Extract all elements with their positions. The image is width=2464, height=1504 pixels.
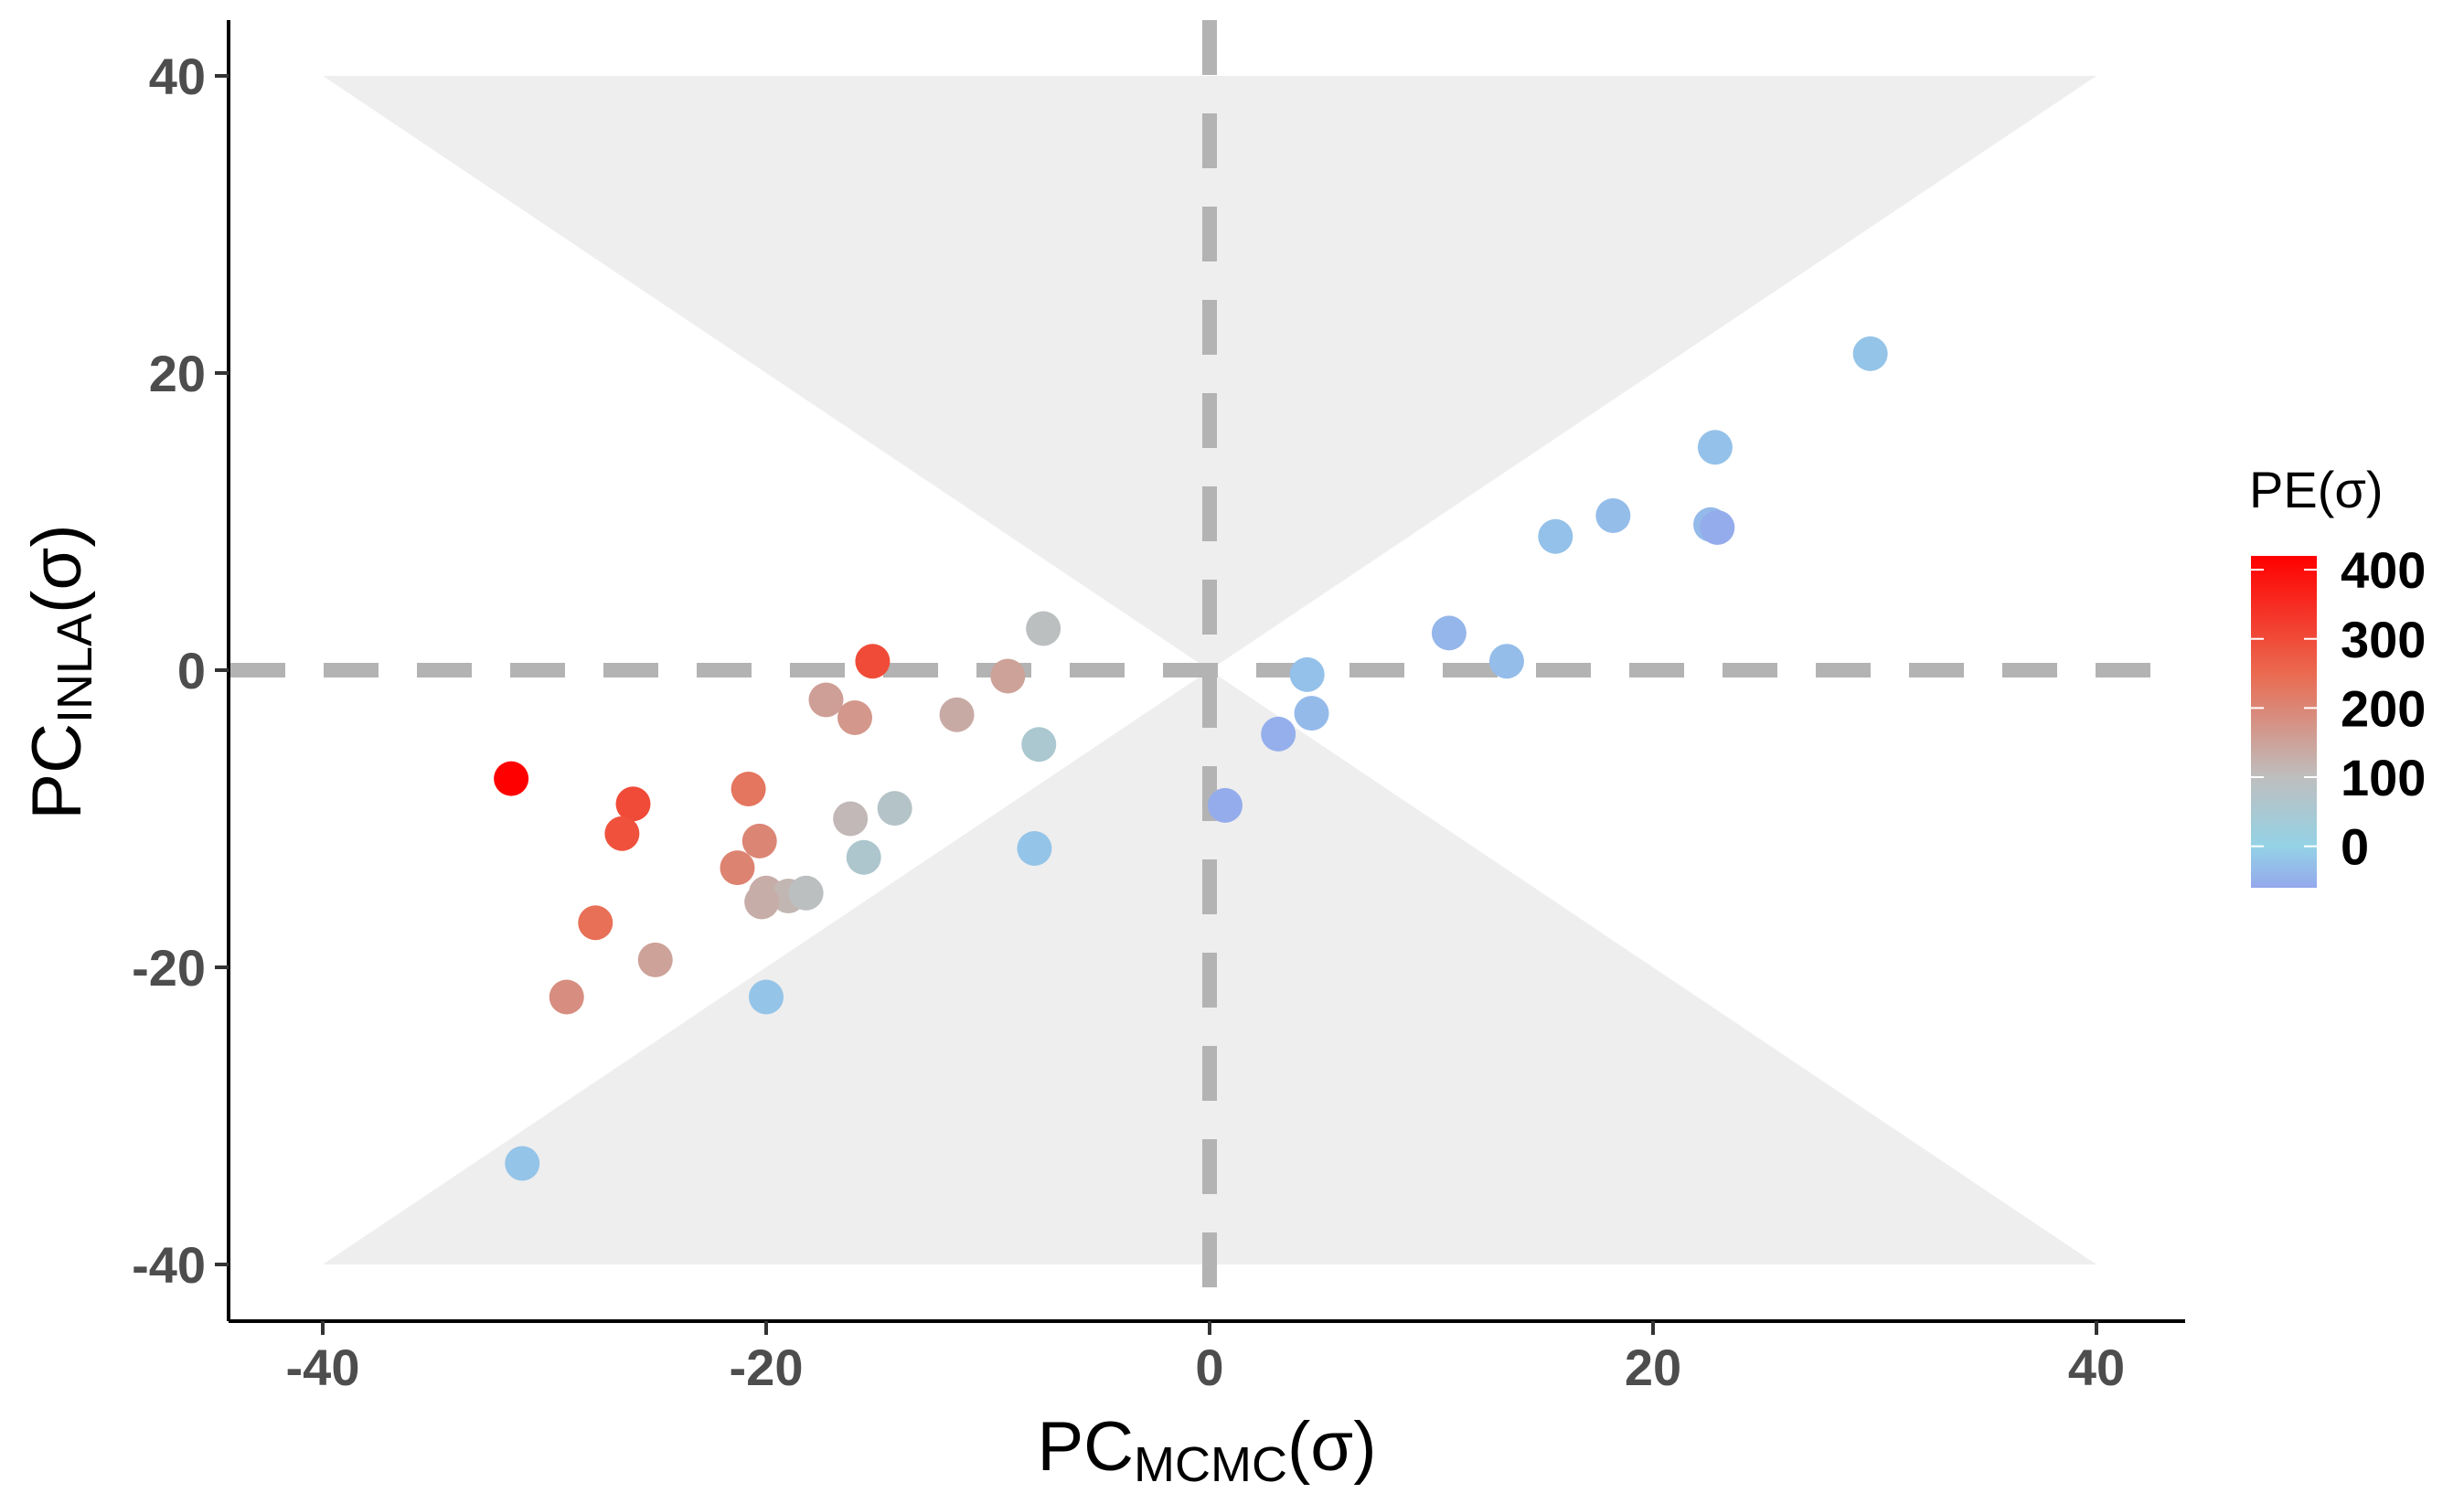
data-point	[833, 801, 869, 837]
data-point	[1700, 510, 1735, 545]
legend-tick-label: 0	[2341, 818, 2369, 876]
legend-tick-label: 400	[2341, 541, 2426, 599]
y-tick-label: 40	[149, 48, 206, 105]
data-point	[741, 823, 777, 859]
data-point	[1852, 336, 1888, 371]
y-axis-title: PCINLA(σ)	[18, 524, 102, 819]
data-point	[749, 979, 784, 1015]
data-point	[731, 772, 766, 806]
data-point	[505, 1146, 540, 1181]
data-point	[1017, 831, 1052, 866]
data-point	[837, 700, 872, 735]
data-point	[1289, 656, 1325, 692]
data-point	[615, 786, 651, 822]
data-point	[1026, 611, 1061, 646]
legend-tick-label: 300	[2341, 611, 2426, 668]
data-point	[808, 682, 844, 718]
x-tick-label: -40	[286, 1339, 360, 1396]
shaded-region-upper-cone	[323, 76, 2096, 670]
data-point	[1431, 615, 1467, 651]
data-point	[720, 850, 755, 886]
x-axis-title-main: PC	[1037, 1408, 1134, 1486]
y-tick-label: -20	[132, 939, 206, 997]
data-point	[990, 658, 1026, 694]
legend-color-bar	[2251, 556, 2317, 888]
y-tick-label: -40	[132, 1236, 206, 1294]
data-point	[637, 942, 673, 977]
data-point	[604, 816, 640, 851]
color-legend: PE(σ) 0 100 200 300 400	[2249, 461, 2426, 888]
data-point	[855, 644, 891, 679]
x-tick-label: 40	[2068, 1339, 2125, 1396]
data-point	[549, 979, 584, 1015]
data-point	[1488, 644, 1524, 679]
data-point	[846, 839, 881, 875]
data-point	[788, 875, 824, 911]
data-point	[1207, 787, 1243, 823]
data-point	[1261, 716, 1296, 752]
x-axis-title-suffix: (σ)	[1287, 1408, 1377, 1486]
data-point	[939, 697, 975, 732]
legend-tick-label: 100	[2341, 749, 2426, 806]
data-point	[744, 884, 780, 920]
y-tick-label: 0	[177, 642, 206, 699]
y-axis-title-suffix: (σ)	[18, 524, 96, 613]
x-tick-label: 0	[1195, 1339, 1223, 1396]
data-point	[1021, 727, 1057, 763]
x-tick-label: 20	[1625, 1339, 1681, 1396]
x-axis-title-subscript: MCMC	[1134, 1437, 1287, 1492]
x-axis-title: PCMCMC(σ)	[1037, 1408, 1376, 1492]
reference-lines	[230, 20, 2185, 1319]
data-point	[1538, 518, 1573, 554]
data-point	[877, 791, 912, 827]
y-tick-label: 20	[149, 345, 206, 402]
data-point	[1294, 696, 1329, 731]
data-point	[1595, 498, 1631, 533]
data-points	[494, 336, 1888, 1181]
data-point	[494, 761, 529, 796]
legend-ticks: 0 100 200 300 400	[2251, 541, 2426, 876]
x-tick-label: -20	[730, 1339, 804, 1396]
y-axis-title-main: PC	[18, 723, 96, 820]
data-point	[1697, 430, 1733, 465]
y-axis-title-subscript: INLA	[48, 613, 102, 723]
data-point	[578, 905, 613, 941]
y-axis-ticks: -40 -20 0 20 40	[132, 48, 229, 1294]
x-axis-ticks: -40 -20 0 20 40	[286, 1321, 2125, 1396]
legend-tick-label: 200	[2341, 679, 2426, 737]
legend-title: PE(σ)	[2249, 461, 2384, 518]
